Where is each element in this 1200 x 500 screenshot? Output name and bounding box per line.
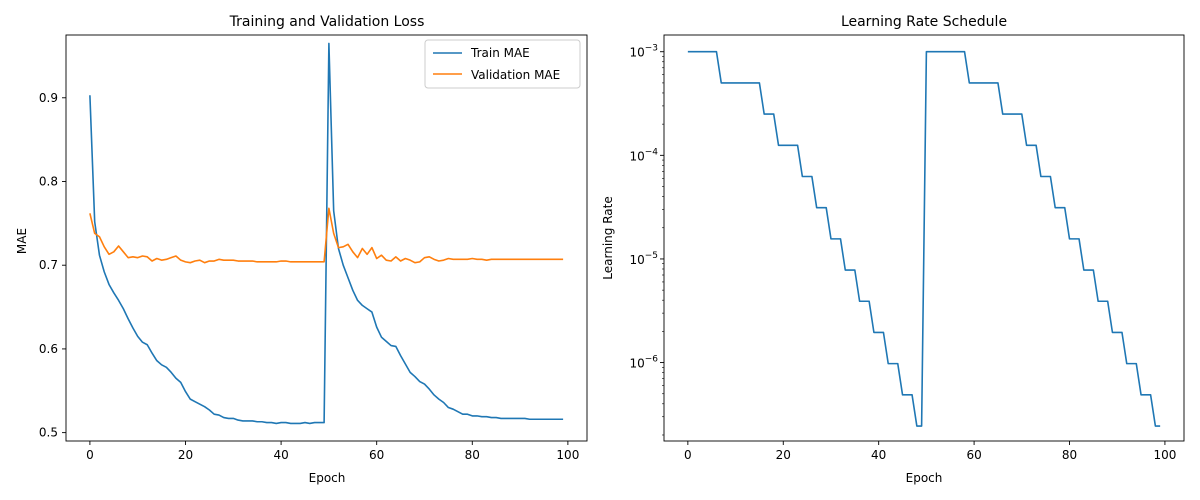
loss-chart: Training and Validation Loss Epoch MAE 0… — [15, 14, 588, 485]
legend-box — [424, 39, 581, 89]
loss-y-tick-label: 0.7 — [39, 258, 58, 272]
lr-y-tick-label: 10−6 — [629, 355, 658, 371]
lr-chart-title: Learning Rate Schedule — [841, 14, 1007, 30]
lr-axes-frame — [663, 34, 1185, 442]
loss-x-tick-label: 0 — [86, 448, 94, 462]
legend: Train MAE Validation MAE — [424, 39, 581, 89]
loss-series-line-validation-mae — [89, 207, 564, 264]
loss-axes-frame — [65, 34, 588, 442]
loss-y-tick-label: 0.9 — [39, 91, 58, 105]
loss-y-tick-label: 0.8 — [39, 174, 58, 188]
lr-x-tick-label: 80 — [1062, 448, 1077, 462]
lr-x-tick-label: 20 — [776, 448, 791, 462]
lr-chart-ylabel: Learning Rate — [601, 196, 615, 279]
legend-label-validation: Validation MAE — [471, 68, 560, 82]
loss-x-tick-label: 100 — [556, 448, 579, 462]
loss-plot-area: 0 20 40 60 80 100 0.5 0.6 0.7 0.8 0.9 — [39, 34, 588, 462]
loss-y-tick-label: 0.5 — [39, 426, 58, 440]
loss-x-tick-label: 20 — [178, 448, 193, 462]
loss-chart-ylabel: MAE — [15, 228, 29, 254]
lr-y-tick-label: 10−5 — [629, 251, 658, 267]
lr-x-tick-label: 0 — [684, 448, 692, 462]
loss-y-tick-label: 0.6 — [39, 342, 58, 356]
loss-x-tick-label: 80 — [465, 448, 480, 462]
lr-chart-xlabel: Epoch — [906, 471, 943, 485]
loss-x-tick-label: 60 — [369, 448, 384, 462]
lr-y-tick-label: 10−4 — [629, 147, 658, 163]
legend-label-train: Train MAE — [470, 46, 530, 60]
loss-x-tick-label: 40 — [273, 448, 288, 462]
lr-y-tick-label: 10−3 — [629, 44, 658, 60]
lr-x-tick-label: 60 — [966, 448, 981, 462]
loss-chart-xlabel: Epoch — [309, 471, 346, 485]
learning-rate-chart: Learning Rate Schedule Epoch Learning Ra… — [601, 14, 1185, 485]
loss-chart-title: Training and Validation Loss — [229, 14, 425, 30]
lr-plot-area: 0 20 40 60 80 100 10−6 10−5 10−4 10−3 — [629, 34, 1185, 462]
lr-x-tick-label: 100 — [1153, 448, 1176, 462]
lr-series-line-learning-rate — [687, 50, 1161, 427]
lr-x-tick-label: 40 — [871, 448, 886, 462]
